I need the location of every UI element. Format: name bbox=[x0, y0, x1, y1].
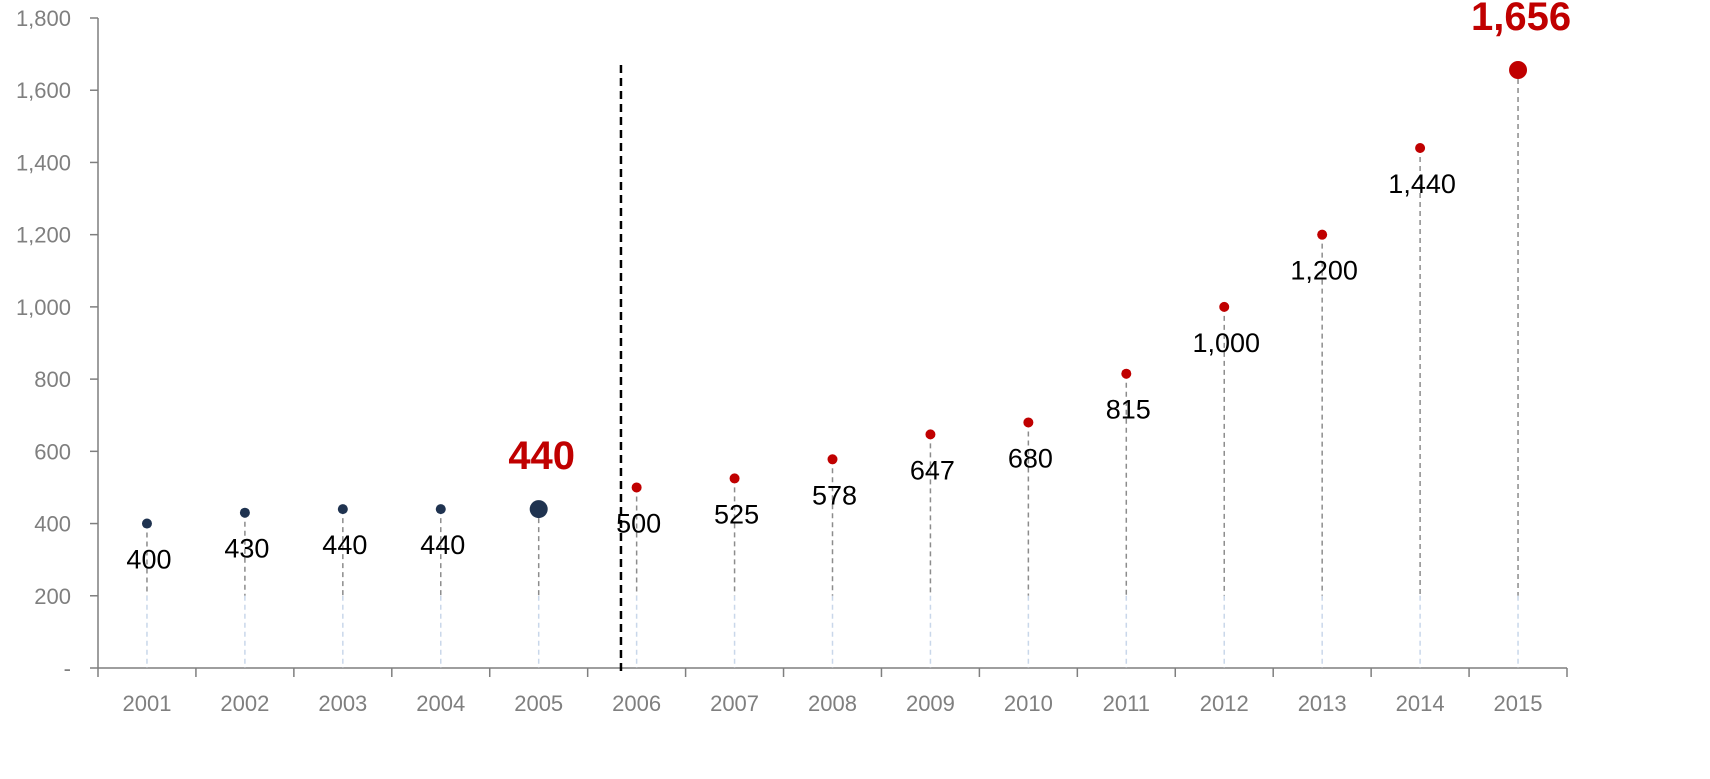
y-tick-label: 1,800 bbox=[16, 6, 71, 31]
data-label: 500 bbox=[616, 508, 661, 538]
marks bbox=[141, 61, 1528, 529]
data-label: 1,440 bbox=[1388, 169, 1456, 199]
data-point bbox=[1317, 229, 1328, 240]
x-tick-label: 2015 bbox=[1494, 691, 1543, 716]
x-tick-label: 2009 bbox=[906, 691, 955, 716]
x-tick-label: 2001 bbox=[122, 691, 171, 716]
stems bbox=[146, 70, 1519, 668]
x-tick-label: 2003 bbox=[318, 691, 367, 716]
data-label: 647 bbox=[910, 455, 955, 485]
data-label: 578 bbox=[812, 480, 857, 510]
data-point bbox=[1509, 61, 1528, 79]
x-tick-label: 2013 bbox=[1298, 691, 1347, 716]
x-tick-label: 2007 bbox=[710, 691, 759, 716]
data-point bbox=[925, 429, 936, 440]
data-point bbox=[435, 504, 446, 515]
data-point bbox=[337, 504, 348, 515]
data-point bbox=[827, 454, 838, 465]
data-label: 525 bbox=[714, 499, 759, 529]
y-tick-label: 1,000 bbox=[16, 295, 71, 320]
x-tick-label: 2008 bbox=[808, 691, 857, 716]
data-label: 400 bbox=[126, 545, 171, 575]
data-point bbox=[529, 500, 548, 519]
data-label: 1,200 bbox=[1290, 256, 1358, 286]
data-point bbox=[239, 507, 250, 518]
data-label: 815 bbox=[1106, 395, 1151, 425]
data-point bbox=[729, 473, 740, 484]
data-label: 1,000 bbox=[1192, 328, 1260, 358]
y-tick-label: 1,400 bbox=[16, 150, 71, 175]
data-label: 430 bbox=[224, 534, 269, 564]
data-label: 440 bbox=[420, 530, 465, 560]
labels: 400 430 440 440 500 525 578 647 680 815 1,000 1,200… bbox=[126, 0, 1571, 575]
x-tick-label: 2011 bbox=[1103, 691, 1150, 716]
y-tick-label: 1,600 bbox=[16, 78, 71, 103]
y-tick-label: 200 bbox=[34, 584, 71, 609]
data-point bbox=[1023, 417, 1034, 428]
data-label: 440 bbox=[322, 530, 367, 560]
y-tick-label: 600 bbox=[34, 439, 71, 464]
highlight-label: 1,656 bbox=[1471, 0, 1571, 39]
x-tick-label: 2002 bbox=[220, 691, 269, 716]
y-tick-label: 800 bbox=[34, 367, 71, 392]
x-tick-label: 2005 bbox=[514, 691, 563, 716]
data-point bbox=[141, 518, 152, 529]
x-tick-label: 2004 bbox=[416, 691, 465, 716]
y-tick-label: 400 bbox=[34, 512, 71, 537]
data-point bbox=[1415, 143, 1426, 153]
y-tick-label: 1,200 bbox=[16, 223, 71, 248]
axes: - 200 400 600 800 1,000 1,200 1,400 1,600 1,800 20… bbox=[16, 6, 1568, 716]
data-point bbox=[1219, 301, 1230, 312]
highlight-label: 440 bbox=[508, 434, 575, 478]
data-point bbox=[631, 482, 642, 493]
data-label: 680 bbox=[1008, 443, 1053, 473]
data-point bbox=[1121, 368, 1132, 379]
x-tick-label: 2006 bbox=[612, 691, 661, 716]
x-tick-label: 2010 bbox=[1004, 691, 1053, 716]
x-tick-label: 2012 bbox=[1200, 691, 1249, 716]
y-tick-label: - bbox=[64, 656, 71, 681]
x-tick-label: 2014 bbox=[1396, 691, 1445, 716]
